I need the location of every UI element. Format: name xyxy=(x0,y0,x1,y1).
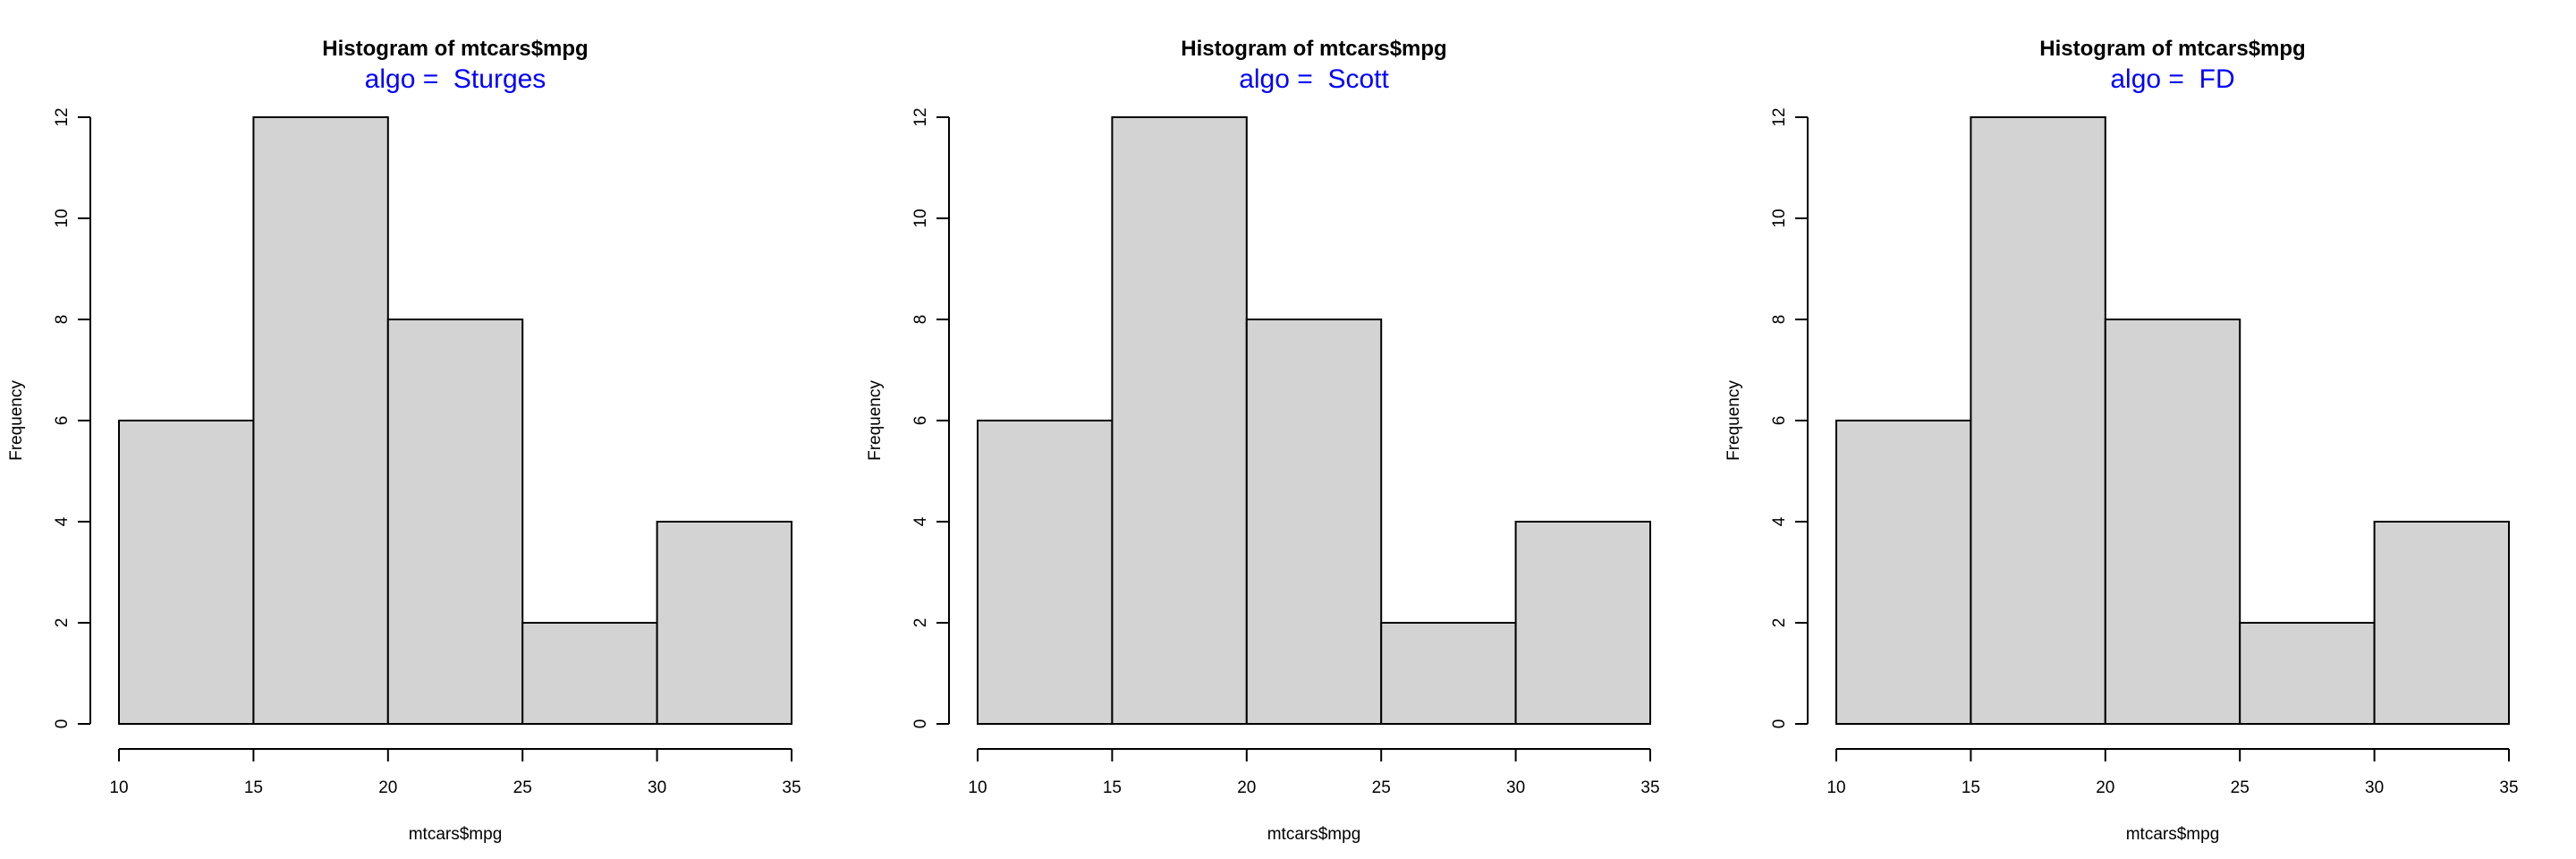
chart-title: Histogram of mtcars$mpg xyxy=(2039,37,2305,61)
histogram-bar xyxy=(656,521,792,725)
histogram-bar xyxy=(521,622,658,725)
y-tick-label: 6 xyxy=(1770,416,1789,426)
y-tick-label: 8 xyxy=(911,315,930,325)
y-tick-label: 4 xyxy=(53,516,72,526)
subtitle-algo-value: Scott xyxy=(1327,64,1389,94)
y-tick-label: 12 xyxy=(911,107,930,126)
x-tick-label: 10 xyxy=(968,778,987,797)
histogram-bar xyxy=(1380,622,1517,725)
x-axis-title: mtcars$mpg xyxy=(1267,825,1361,844)
x-tick-label: 10 xyxy=(1826,778,1845,797)
x-tick-label: 15 xyxy=(1962,778,1980,797)
histogram-bar xyxy=(977,420,1114,725)
chart-subtitle: algo = FD xyxy=(2110,64,2234,94)
y-tick-label: 2 xyxy=(53,618,72,628)
x-tick-label: 15 xyxy=(244,778,263,797)
y-tick-label: 4 xyxy=(1770,516,1789,526)
chart-title: Histogram of mtcars$mpg xyxy=(1181,37,1446,61)
y-tick-label: 6 xyxy=(911,416,930,426)
y-tick-label: 12 xyxy=(53,107,72,126)
subtitle-prefix: algo = xyxy=(2110,64,2199,94)
histogram-bar xyxy=(252,116,389,725)
x-tick-label: 25 xyxy=(2231,778,2250,797)
x-tick-label: 15 xyxy=(1103,778,1122,797)
x-tick-label: 30 xyxy=(2365,778,2384,797)
y-tick-label: 4 xyxy=(911,516,930,526)
y-tick-label: 2 xyxy=(1770,618,1789,628)
histogram-bar xyxy=(386,319,524,725)
y-tick-label: 2 xyxy=(911,618,930,628)
y-tick-label: 10 xyxy=(911,208,930,227)
histogram-panel: Histogram of mtcars$mpg algo = Sturges 10 1… xyxy=(7,37,801,844)
y-axis-title: Frequency xyxy=(866,380,885,461)
x-tick-label: 20 xyxy=(378,778,397,797)
histogram-panel: Histogram of mtcars$mpg algo = Scott 10 15 2… xyxy=(866,37,1660,844)
x-axis-title: mtcars$mpg xyxy=(2126,825,2220,844)
histogram-bar xyxy=(1245,319,1383,725)
subtitle-prefix: algo = xyxy=(1239,64,1327,94)
histogram-bar xyxy=(1514,521,1651,725)
x-tick-label: 35 xyxy=(2499,778,2518,797)
histogram-bar xyxy=(1111,116,1248,725)
x-tick-label: 25 xyxy=(1372,778,1391,797)
y-axis-title: Frequency xyxy=(1724,380,1743,461)
y-tick-label: 8 xyxy=(1770,315,1789,325)
chart-title: Histogram of mtcars$mpg xyxy=(322,37,588,61)
y-tick-label: 0 xyxy=(1770,719,1789,729)
x-tick-label: 35 xyxy=(782,778,801,797)
y-tick-label: 8 xyxy=(53,315,72,325)
x-tick-label: 25 xyxy=(513,778,532,797)
chart-subtitle: algo = Sturges xyxy=(365,64,547,94)
subtitle-algo-value: FD xyxy=(2199,64,2235,94)
x-tick-label: 30 xyxy=(1506,778,1525,797)
y-tick-label: 10 xyxy=(1770,208,1789,227)
chart-subtitle: algo = Scott xyxy=(1239,64,1389,94)
y-tick-label: 0 xyxy=(911,719,930,729)
x-tick-label: 10 xyxy=(109,778,128,797)
x-tick-label: 35 xyxy=(1640,778,1659,797)
histogram-bar xyxy=(1835,420,1972,725)
histogram-bar xyxy=(1970,116,2106,725)
histogram-bar xyxy=(2239,622,2376,725)
x-tick-label: 20 xyxy=(2096,778,2114,797)
x-tick-label: 20 xyxy=(1237,778,1256,797)
y-tick-label: 12 xyxy=(1770,107,1789,126)
histogram-bar xyxy=(2104,319,2241,725)
x-axis-title: mtcars$mpg xyxy=(409,825,503,844)
subtitle-algo-value: Sturges xyxy=(453,64,546,94)
y-tick-label: 0 xyxy=(53,719,72,729)
y-tick-label: 6 xyxy=(53,416,72,426)
y-tick-label: 10 xyxy=(53,208,72,227)
subtitle-prefix: algo = xyxy=(365,64,453,94)
histogram-bar xyxy=(2373,521,2511,725)
histogram-bar xyxy=(118,420,255,725)
x-tick-label: 30 xyxy=(648,778,666,797)
y-axis-title: Frequency xyxy=(7,380,26,461)
